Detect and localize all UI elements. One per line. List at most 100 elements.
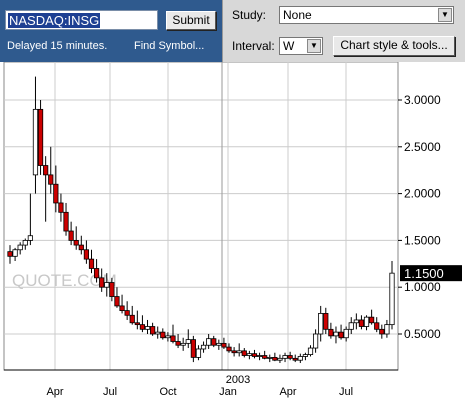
candle	[165, 332, 171, 342]
find-symbol-link[interactable]: Find Symbol...	[134, 40, 205, 52]
candle	[353, 313, 359, 330]
submit-button[interactable]: Submit	[166, 11, 216, 30]
candle	[226, 343, 232, 353]
x-tick-label: Jan	[219, 386, 237, 398]
candle-body	[32, 108, 39, 176]
candle	[312, 329, 319, 353]
candle	[231, 347, 237, 357]
candle	[358, 315, 365, 330]
candle-body	[277, 357, 283, 361]
candle-body	[292, 357, 298, 361]
candle	[256, 352, 263, 361]
interval-select[interactable]: W ▼	[279, 37, 323, 55]
candle	[12, 247, 18, 261]
candle	[22, 238, 28, 250]
candles	[7, 76, 395, 364]
study-label: Study:	[232, 8, 267, 22]
candle	[200, 341, 207, 353]
candle	[287, 351, 293, 361]
candle-body	[88, 258, 95, 269]
candle-body	[348, 322, 354, 330]
candle	[144, 319, 151, 334]
candle	[73, 226, 79, 250]
candle-body	[379, 328, 385, 335]
candle-body	[312, 333, 319, 349]
candle	[302, 352, 309, 361]
candle	[369, 309, 375, 325]
candle	[104, 273, 110, 297]
candle	[160, 328, 166, 340]
chart-options-panel: Study: None ▼ Interval: W ▼ Chart style …	[222, 0, 465, 62]
candle	[195, 345, 202, 361]
symbol-input[interactable]: NASDAQ:INSG	[5, 10, 158, 30]
candle-body	[165, 335, 171, 339]
study-select[interactable]: None ▼	[279, 6, 454, 24]
candle	[185, 329, 191, 349]
candle-body	[200, 344, 207, 350]
y-tick-label: 3.0000	[404, 93, 441, 107]
candle	[93, 259, 100, 283]
chart-style-button[interactable]: Chart style & tools...	[333, 36, 455, 56]
candle-body	[114, 296, 120, 307]
candle	[251, 349, 258, 359]
toolbar: NASDAQ:INSG Submit Delayed 15 minutes. F…	[0, 0, 465, 62]
candle-body	[307, 347, 314, 355]
watermark: QUOTE.COM	[12, 271, 117, 290]
price-chart: QUOTE.COM 0.5000 1.0000 1.5000 2.0000 2.5000…	[3, 61, 462, 398]
candle-body	[302, 354, 309, 357]
candle-body	[144, 326, 151, 330]
candle-body	[180, 342, 186, 346]
candle-body	[226, 346, 232, 352]
candle	[246, 350, 252, 360]
candle	[272, 352, 278, 362]
x-tick-label: Apr	[46, 386, 63, 398]
candle-body	[328, 328, 334, 337]
chart-area: QUOTE.COM 0.5000 1.0000 1.5000 2.0000 2.5000…	[0, 61, 465, 406]
candle-body	[150, 326, 156, 335]
candle-body	[206, 338, 212, 346]
candle	[114, 287, 120, 308]
candle-body	[175, 341, 181, 346]
candle	[37, 100, 44, 175]
y-tick-label: 2.5000	[404, 140, 441, 154]
candle-body	[241, 350, 247, 356]
candle-body	[318, 313, 324, 335]
symbol-panel: NASDAQ:INSG Submit Delayed 15 minutes. F…	[0, 0, 222, 62]
candle	[109, 277, 115, 302]
candle-body	[134, 322, 140, 326]
candle-body	[139, 324, 146, 330]
candle	[88, 249, 95, 274]
candle	[363, 315, 370, 331]
symbol-input-value: NASDAQ:INSG	[8, 13, 101, 28]
candle-body	[160, 331, 166, 339]
candle-body	[58, 202, 64, 213]
candle	[262, 350, 268, 360]
candle	[58, 193, 64, 222]
candle	[348, 317, 354, 334]
candle	[292, 354, 298, 363]
candle	[206, 334, 212, 349]
candle-body	[363, 316, 370, 327]
candle-body	[221, 342, 227, 348]
y-tick-label: 1.0000	[404, 280, 441, 294]
candle-body	[185, 339, 191, 344]
candle	[32, 76, 39, 194]
candle	[241, 348, 247, 358]
y-tick-label: 1.5000	[404, 233, 441, 247]
last-price-bg	[400, 265, 462, 282]
candle-body	[37, 108, 44, 166]
candle	[48, 146, 54, 194]
candle-body	[78, 244, 84, 251]
candle	[384, 319, 390, 338]
candle-body	[256, 355, 263, 357]
candle	[318, 305, 324, 342]
interval-select-value: W	[283, 39, 295, 53]
candle-body	[48, 174, 54, 185]
candle	[277, 354, 283, 364]
candle	[17, 242, 23, 255]
candle	[389, 260, 395, 330]
candle-body	[109, 282, 115, 297]
candle	[53, 165, 59, 213]
candle-body	[272, 356, 278, 361]
candle-body	[267, 356, 273, 359]
